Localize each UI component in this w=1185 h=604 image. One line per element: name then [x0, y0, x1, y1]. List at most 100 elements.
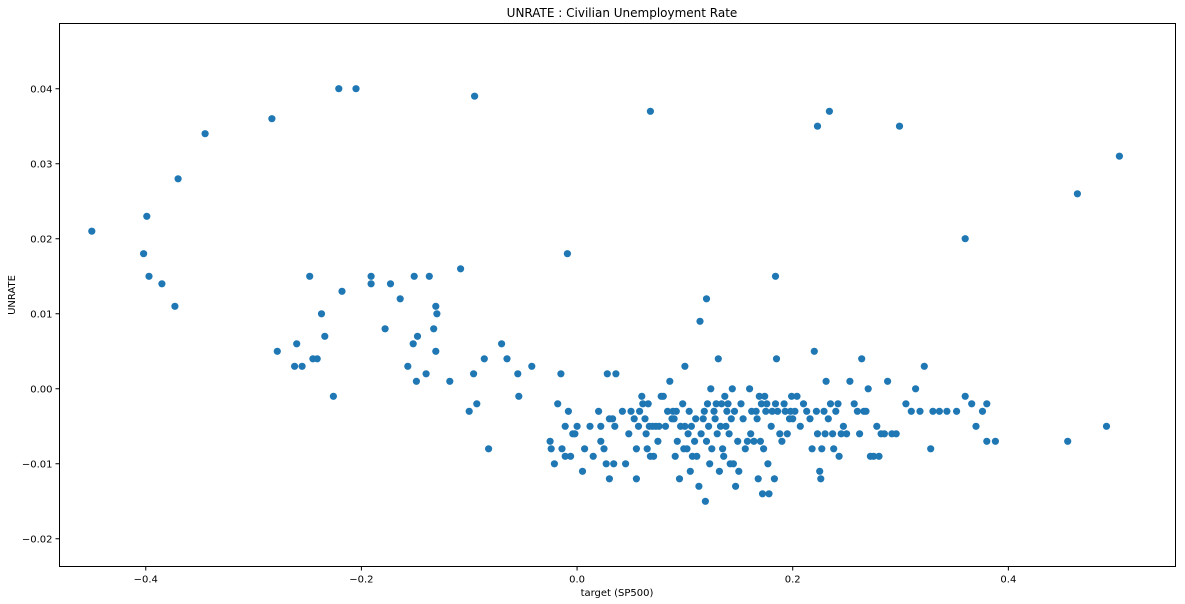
- data-point: [723, 407, 731, 415]
- data-point: [806, 415, 814, 423]
- y-tick-label: 0.01: [30, 309, 52, 320]
- data-point: [396, 295, 404, 303]
- data-point: [712, 400, 720, 408]
- data-point: [895, 122, 904, 130]
- data-point: [338, 287, 346, 295]
- data-point: [743, 437, 752, 445]
- data-point: [547, 445, 555, 453]
- data-point: [465, 407, 473, 415]
- data-point: [826, 400, 835, 408]
- data-point: [697, 430, 705, 438]
- data-point: [875, 452, 883, 460]
- data-point: [638, 392, 646, 400]
- data-point: [755, 392, 763, 400]
- data-point: [927, 445, 935, 453]
- data-point: [425, 272, 433, 280]
- data-point: [700, 407, 708, 415]
- data-point: [715, 467, 724, 475]
- data-point: [174, 175, 182, 183]
- data-point: [650, 452, 658, 460]
- data-point: [884, 377, 892, 385]
- data-point: [774, 407, 782, 415]
- data-point: [727, 415, 735, 423]
- data-point: [291, 362, 299, 370]
- data-point: [329, 392, 337, 400]
- data-point: [825, 107, 834, 115]
- data-point: [550, 460, 559, 468]
- data-point: [664, 407, 672, 415]
- data-point: [573, 422, 581, 430]
- data-point: [313, 355, 321, 363]
- data-point: [735, 467, 743, 475]
- data-point: [699, 415, 707, 423]
- data-point: [873, 422, 881, 430]
- data-point: [409, 340, 417, 348]
- data-point: [972, 422, 980, 430]
- data-point: [702, 437, 711, 445]
- data-point: [683, 445, 691, 453]
- data-point: [756, 437, 765, 445]
- data-point: [714, 355, 722, 363]
- data-point: [880, 430, 889, 438]
- data-point: [546, 437, 554, 445]
- data-point: [706, 460, 714, 468]
- data-point: [567, 452, 575, 460]
- data-point: [701, 497, 710, 505]
- data-point: [912, 385, 920, 393]
- data-point: [916, 407, 924, 415]
- data-point: [810, 347, 818, 355]
- data-point: [675, 475, 684, 483]
- data-point: [561, 422, 569, 430]
- data-point: [88, 227, 96, 235]
- data-point: [730, 407, 739, 415]
- data-point: [695, 482, 703, 490]
- data-point: [830, 445, 838, 453]
- data-point: [703, 400, 712, 408]
- data-point: [600, 445, 608, 453]
- data-point: [659, 392, 667, 400]
- x-tick-label: 0.2: [785, 575, 801, 586]
- data-point: [686, 467, 694, 475]
- data-point: [410, 272, 418, 280]
- data-point: [762, 407, 770, 415]
- data-point: [273, 347, 281, 355]
- data-point: [581, 445, 589, 453]
- data-point: [824, 415, 832, 423]
- data-point: [839, 422, 848, 430]
- data-point: [943, 407, 951, 415]
- data-point: [734, 437, 742, 445]
- data-point: [595, 407, 603, 415]
- data-point: [632, 475, 641, 483]
- data-point: [597, 422, 605, 430]
- data-point: [935, 407, 944, 415]
- data-point: [298, 362, 306, 370]
- data-point: [554, 400, 562, 408]
- data-point: [765, 490, 773, 498]
- data-point: [764, 460, 772, 468]
- data-point: [661, 422, 670, 430]
- data-point: [793, 392, 801, 400]
- data-point: [864, 385, 872, 393]
- data-point: [654, 437, 662, 445]
- data-point: [268, 115, 276, 123]
- data-point: [837, 430, 845, 438]
- data-point: [746, 385, 754, 393]
- data-point: [813, 122, 822, 130]
- y-axis: −0.02 −0.01 0.00 0.01 0.02 0.03 0.04: [22, 84, 60, 545]
- data-point: [708, 445, 716, 453]
- data-point: [586, 422, 594, 430]
- data-point: [718, 400, 726, 408]
- data-point: [741, 445, 749, 453]
- data-point: [961, 392, 969, 400]
- data-point: [1115, 152, 1123, 160]
- data-point: [783, 430, 791, 438]
- data-point: [732, 482, 740, 490]
- data-point: [1102, 422, 1111, 430]
- data-point: [721, 392, 729, 400]
- data-point: [578, 467, 587, 475]
- data-point: [558, 445, 566, 453]
- data-point: [843, 430, 851, 438]
- data-point: [597, 437, 605, 445]
- data-point: [433, 310, 441, 318]
- data-point: [609, 415, 617, 423]
